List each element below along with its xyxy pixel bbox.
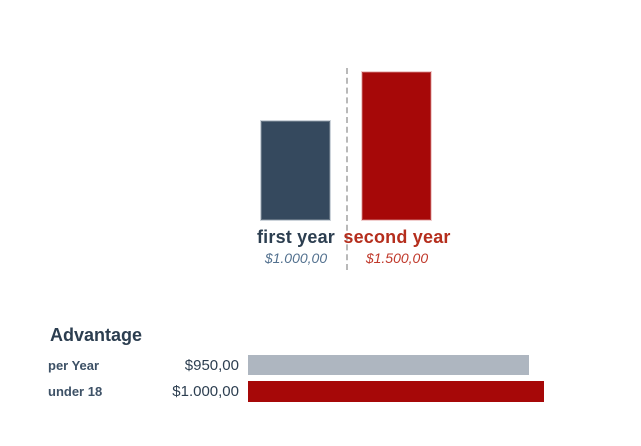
bar-label-first-year: first year [256,227,336,247]
dotted-separator-line [346,68,348,270]
advantage-row-label-under-18: under 18 [48,384,103,399]
advantage-heading: Advantage [50,325,143,345]
advantage-row-label-per-year: per Year [48,358,100,373]
advantage-bar-per-year [248,355,529,375]
bar-label-second-year: second year [343,227,451,247]
bar-value-second-year: $1.500,00 [365,250,429,266]
bar-second-year [362,72,431,220]
advantage-row-value-per-year: $950,00 [184,357,239,374]
bar-value-first-year: $1.000,00 [264,250,328,266]
advantage-row-value-under-18: $1.000,00 [172,383,239,400]
bar-first-year [261,121,330,220]
advantage-bar-under-18 [248,381,544,402]
